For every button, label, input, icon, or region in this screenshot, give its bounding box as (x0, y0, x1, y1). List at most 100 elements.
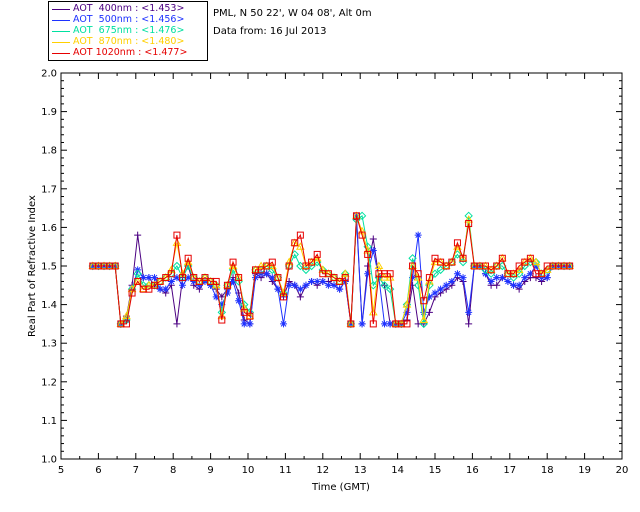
data-point-series-1 (543, 274, 551, 282)
data-point-series-1 (302, 281, 310, 289)
data-point-series-0 (465, 320, 473, 328)
legend: AOT 400nm : <1.453> AOT 500nm : <1.456> … (48, 1, 208, 61)
data-point-series-4 (223, 281, 231, 289)
data-point-series-0 (173, 320, 181, 328)
data-point-series-1 (274, 285, 282, 293)
legend-swatch-870nm (52, 42, 70, 43)
data-point-series-4 (336, 277, 344, 285)
x-axis-title: Time (GMT) (311, 482, 370, 493)
y-tick-label: 1.3 (41, 339, 57, 350)
data-point-series-2 (172, 261, 182, 271)
data-point-series-4 (386, 270, 394, 278)
data-point-series-0 (134, 231, 142, 239)
data-point-series-4 (465, 220, 473, 228)
data-point-series-4 (240, 308, 248, 316)
data-point-series-1 (442, 281, 450, 289)
series-line-1 (92, 215, 570, 325)
legend-swatch-500nm (52, 20, 70, 21)
data-point-series-4 (347, 320, 355, 328)
data-point-series-1 (364, 270, 372, 278)
x-tick-label: 5 (58, 465, 64, 476)
data-point-series-0 (493, 281, 501, 289)
data-point-series-4 (481, 262, 489, 270)
data-point-series-1 (437, 285, 445, 293)
data-point-series-1 (324, 281, 332, 289)
x-tick-label: 14 (391, 465, 404, 476)
y-tick-label: 1.1 (41, 416, 57, 427)
y-tick-label: 1.2 (41, 377, 57, 388)
y-tick-label: 1.8 (41, 146, 57, 157)
data-point-series-3 (374, 261, 384, 269)
data-point-series-4 (218, 316, 226, 324)
legend-item-870nm: AOT 870nm : <1.480> (49, 36, 207, 48)
data-point-series-4 (425, 274, 433, 282)
data-point-series-3 (531, 257, 541, 266)
data-point-series-4 (291, 239, 299, 247)
legend-swatch-1020nm (52, 53, 70, 54)
data-point-series-1 (381, 320, 389, 328)
data-point-series-4 (313, 250, 321, 258)
series-line-4 (92, 215, 570, 325)
data-point-series-0 (369, 235, 377, 243)
data-point-series-1 (179, 281, 187, 289)
data-point-series-1 (291, 281, 299, 289)
data-point-series-4 (420, 297, 428, 305)
data-point-series-4 (285, 262, 293, 270)
data-point-series-1 (296, 285, 304, 293)
plot-area: 5 6 7 8 9 10 11 12 13 14 15 16 17 18 19 20 1.0 1.1 1.2 1.3 1… (41, 69, 628, 477)
series-line-0 (92, 219, 570, 326)
data-point-series-4 (453, 239, 461, 247)
data-point-series-1 (448, 277, 456, 285)
data-point-series-1 (167, 277, 175, 285)
data-point-series-1 (235, 297, 243, 305)
data-point-series-4 (296, 231, 304, 239)
legend-swatch-675nm (52, 31, 70, 32)
y-tick-label: 1.4 (41, 300, 57, 311)
data-point-series-1 (409, 274, 417, 282)
data-point-series-4 (566, 262, 574, 270)
data-point-series-1 (223, 289, 231, 297)
y-tick-label: 1.9 (41, 107, 57, 118)
data-point-series-3 (256, 261, 266, 269)
data-point-series-1 (89, 262, 97, 270)
data-point-series-4 (308, 258, 316, 266)
x-tick-label: 12 (316, 465, 329, 476)
data-point-series-4 (151, 281, 158, 289)
data-point-series-1 (308, 277, 316, 285)
y-tick-label: 1.0 (41, 455, 57, 466)
data-point-series-1 (487, 277, 495, 285)
data-point-series-4 (162, 274, 170, 282)
data-point-series-4 (134, 277, 142, 285)
data-point-series-1 (151, 274, 158, 282)
data-point-series-4 (173, 231, 181, 239)
data-point-series-1 (246, 320, 254, 328)
data-point-series-1 (330, 281, 338, 289)
site-info: PML, N 50 22', W 04 08', Alt 0m (213, 8, 372, 19)
data-point-series-4 (274, 274, 282, 282)
data-point-series-4 (403, 320, 411, 328)
legend-item-675nm: AOT 675nm : <1.476> (49, 25, 207, 37)
data-point-series-4 (442, 262, 450, 270)
data-point-series-4 (431, 254, 439, 262)
x-tick-label: 6 (95, 465, 101, 476)
data-point-series-1 (403, 308, 411, 316)
data-point-series-1 (453, 270, 461, 278)
data-point-series-4 (437, 258, 445, 266)
data-point-series-1 (425, 293, 433, 301)
data-point-series-1 (319, 277, 327, 285)
data-point-series-4 (145, 285, 153, 293)
data-point-series-4 (498, 254, 506, 262)
data-point-series-1 (510, 281, 518, 289)
data-point-series-2 (385, 284, 395, 294)
data-point-series-4 (493, 262, 501, 270)
data-point-series-1 (280, 320, 288, 328)
legend-swatch-400nm (52, 9, 70, 10)
data-point-series-4 (235, 274, 243, 282)
data-point-series-4 (184, 254, 192, 262)
data-point-series-4 (358, 231, 366, 239)
data-point-series-1 (218, 301, 226, 309)
x-tick-label: 15 (429, 465, 442, 476)
data-point-series-1 (566, 262, 574, 270)
data-point-series-1 (268, 274, 276, 282)
